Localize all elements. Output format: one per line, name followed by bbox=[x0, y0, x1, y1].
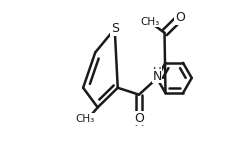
Text: O: O bbox=[175, 11, 185, 24]
Text: H: H bbox=[153, 66, 162, 79]
Text: CH₃: CH₃ bbox=[140, 16, 159, 27]
Text: CH₃: CH₃ bbox=[76, 114, 95, 124]
Text: N: N bbox=[152, 70, 162, 83]
Text: S: S bbox=[111, 22, 119, 35]
Text: O: O bbox=[134, 112, 144, 125]
